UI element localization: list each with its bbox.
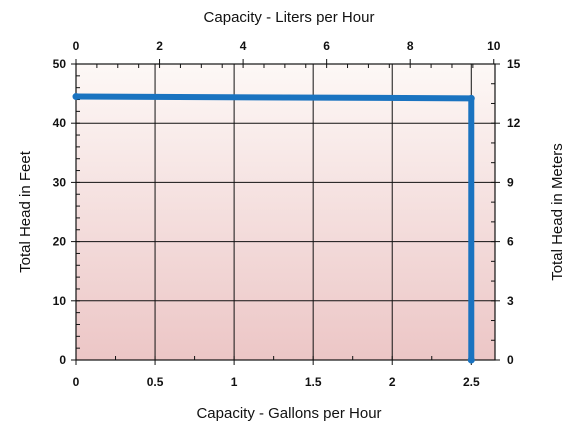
right-tick-label: 12 xyxy=(507,116,521,130)
bottom-tick-label: 1.5 xyxy=(305,375,322,389)
right-tick-label: 6 xyxy=(507,235,514,249)
bottom-tick-label: 2 xyxy=(389,375,396,389)
left-tick-label: 10 xyxy=(53,294,67,308)
top-tick-label: 8 xyxy=(407,39,414,53)
right-tick-label: 0 xyxy=(507,353,514,367)
bottom-axis-title: Capacity - Gallons per Hour xyxy=(196,405,381,422)
minor-ticks xyxy=(76,64,495,360)
left-axis-title: Total Head in Feet xyxy=(17,150,34,273)
series xyxy=(72,93,475,364)
left-tick-label: 40 xyxy=(53,116,67,130)
data-point xyxy=(467,94,475,102)
right-tick-label: 3 xyxy=(507,294,514,308)
right-axis-title: Total Head in Meters xyxy=(549,143,566,281)
bottom-tick-label: 0 xyxy=(73,375,80,389)
top-tick-label: 10 xyxy=(487,39,501,53)
plot-area xyxy=(76,64,495,360)
plot-border xyxy=(75,63,496,361)
top-tick-label: 6 xyxy=(323,39,330,53)
right-tick-label: 15 xyxy=(507,57,521,71)
bottom-tick-label: 1 xyxy=(231,375,238,389)
data-point xyxy=(467,356,475,364)
tick-labels: 0 0.5 1 1.5 2 2.5 0 2 4 6 8 10 0 10 20 30 40 50 0 3 6 9 12 15 xyxy=(53,39,521,389)
bottom-tick-label: 0.5 xyxy=(147,375,164,389)
data-point xyxy=(72,93,80,101)
top-tick-label: 4 xyxy=(240,39,247,53)
left-tick-label: 50 xyxy=(53,57,67,71)
bottom-tick-label: 2.5 xyxy=(463,375,480,389)
left-tick-label: 0 xyxy=(59,353,66,367)
top-axis-title: Capacity - Liters per Hour xyxy=(204,9,375,26)
top-tick-label: 2 xyxy=(156,39,163,53)
left-tick-label: 20 xyxy=(53,235,67,249)
left-tick-label: 30 xyxy=(53,175,67,189)
top-tick-label: 0 xyxy=(73,39,80,53)
right-tick-label: 9 xyxy=(507,175,514,189)
